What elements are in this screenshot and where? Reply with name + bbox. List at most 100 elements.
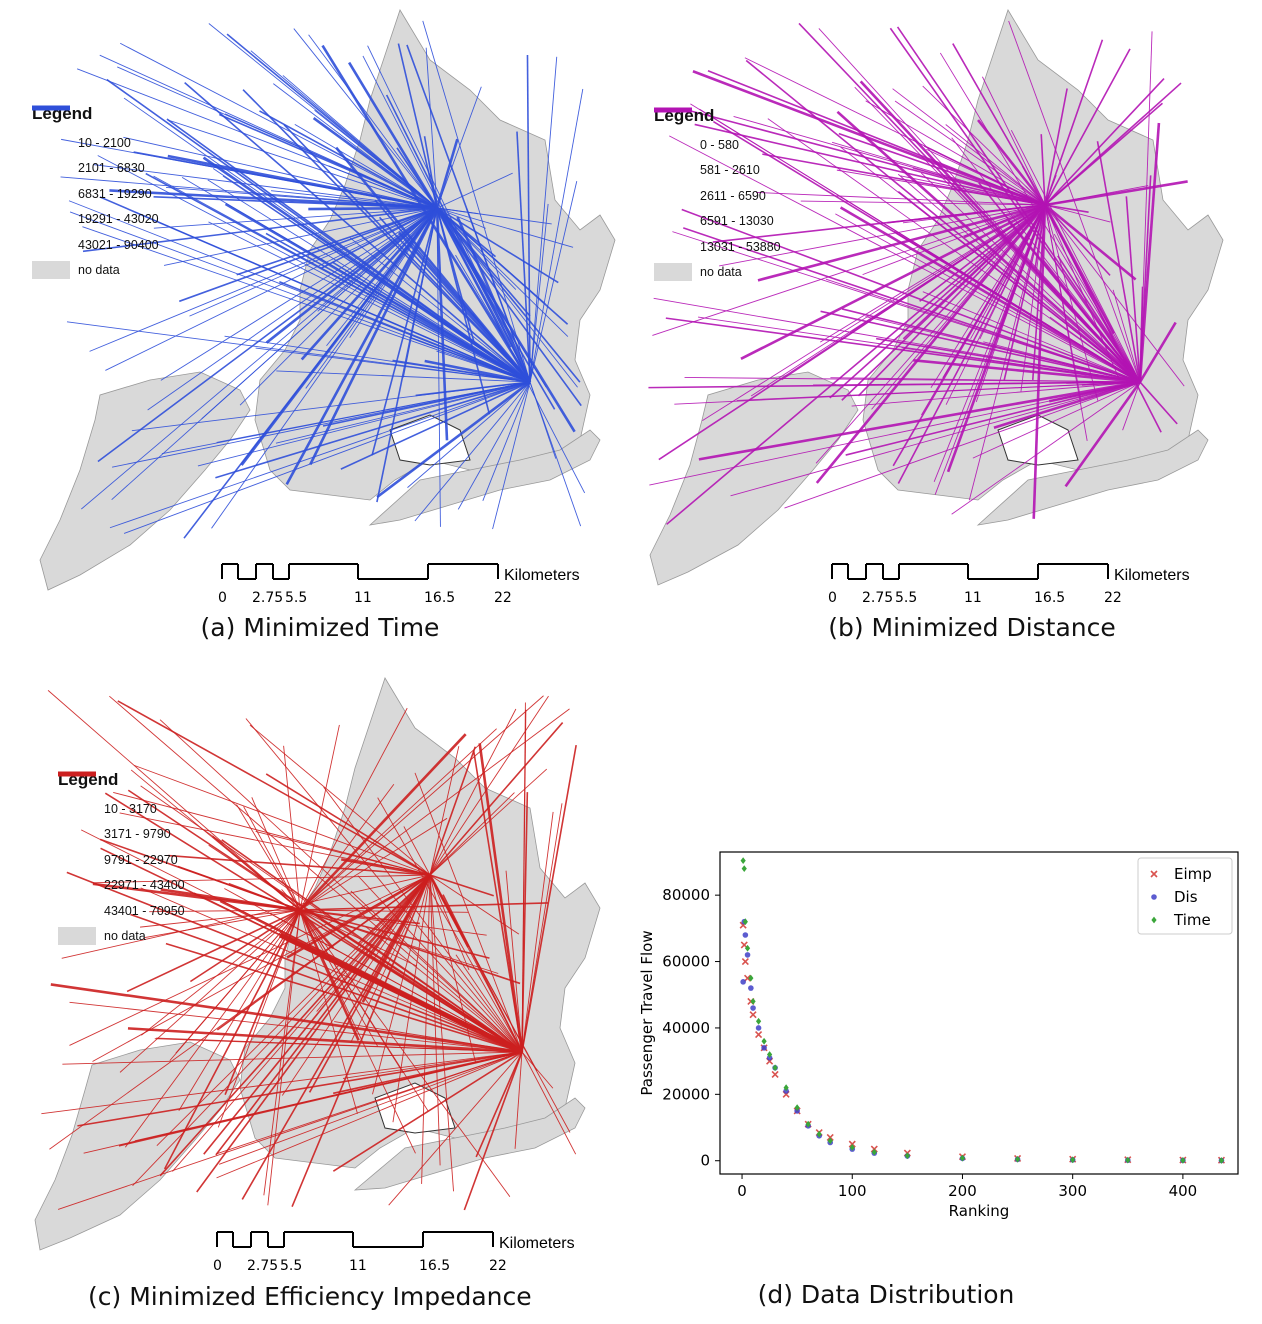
data-point (748, 974, 754, 982)
flow-line (436, 207, 556, 410)
flow-line (153, 175, 531, 383)
staten-island-shape (34, 1041, 241, 1251)
flow-line (241, 874, 431, 1200)
data-point (742, 918, 748, 926)
flow-line (271, 190, 438, 209)
flow-line (436, 207, 582, 407)
flow-line (436, 207, 547, 388)
staten-island-shape (39, 371, 251, 591)
flow-line (889, 27, 1141, 383)
data-point (755, 1031, 763, 1039)
flow-line (215, 381, 531, 479)
y-axis-label: Passenger Travel Flow (638, 930, 656, 1095)
flow-line (429, 722, 564, 876)
flow-line (321, 44, 532, 383)
legend-no-data: no data (32, 258, 159, 284)
flow-line (755, 191, 1046, 206)
flow-line (813, 381, 1141, 386)
flow-line (178, 207, 438, 303)
flow-line (831, 141, 1046, 206)
flow-line (267, 909, 301, 1206)
data-point (1151, 916, 1157, 924)
flow-line (436, 350, 531, 383)
scalebar-tick-label: 2.75 (252, 590, 283, 606)
no-data-swatch (58, 927, 96, 946)
flow-line (1008, 20, 1141, 383)
flow-line (66, 871, 523, 1053)
flow-line (323, 786, 523, 1053)
flow-line (1096, 141, 1141, 383)
flow-line (221, 839, 523, 1053)
data-point (761, 1037, 767, 1045)
scalebar-b: 0 2.75 5.5 11 16.5 22 Kilometers (828, 563, 1190, 606)
flow-line (202, 156, 531, 384)
flow-line (529, 203, 549, 383)
flow-line (299, 733, 467, 911)
flow-line (113, 791, 431, 876)
flow-line (422, 20, 531, 383)
flow-line (529, 88, 584, 383)
flow-line (159, 719, 523, 1053)
data-point (749, 1011, 757, 1019)
flow-line (457, 381, 531, 510)
flow-line (163, 909, 301, 1170)
flow-line (521, 744, 577, 1053)
x-tick-label: 400 (1169, 1182, 1198, 1200)
flow-line (719, 204, 1046, 267)
legend-class-label: 9791 - 22970 (104, 852, 178, 867)
scalebar-tick-label: 11 (349, 1258, 367, 1274)
flow-line (1044, 78, 1165, 206)
queens-south-shape (353, 1097, 586, 1191)
flow-line (407, 381, 531, 488)
flow-line (314, 109, 438, 209)
legend-a: Legend 10 - 2100 2101 - 6830 6831 - 19290 1… (32, 104, 159, 283)
flow-line (429, 874, 470, 971)
flow-line (299, 909, 416, 1154)
flow-line (841, 308, 1141, 383)
flow-line (762, 153, 1046, 206)
flow-line (243, 806, 301, 911)
flow-line (529, 381, 557, 459)
flow-line (514, 1051, 523, 1149)
flow-line (286, 873, 431, 959)
flow-line (839, 206, 1141, 384)
flow-line (1138, 321, 1177, 383)
scalebar-a: 0 2.75 5.5 11 16.5 22 Kilometers (218, 563, 580, 606)
flow-line (224, 202, 531, 384)
flow-line (140, 887, 523, 1053)
flow-line (784, 381, 1141, 509)
flow-line (1044, 180, 1188, 207)
flow-line (340, 858, 431, 877)
flow-line (1044, 204, 1185, 387)
data-point (1125, 1156, 1131, 1164)
caption-c: (c) Minimized Efficiency Impedance (88, 1282, 532, 1311)
flow-line (377, 797, 523, 1053)
flow-line (77, 1051, 523, 1127)
flow-line (681, 208, 1141, 383)
flow-line (894, 100, 1046, 206)
legend-class-label: 10 - 2100 (78, 135, 131, 150)
flow-line (857, 204, 1046, 397)
flow-line (189, 909, 301, 983)
scalebar-tick-label: 0 (218, 590, 227, 606)
flow-line (736, 381, 1141, 401)
legend-class-label: 43021 - 90400 (78, 237, 159, 252)
flow-line (340, 381, 531, 470)
legend-class-label: 6831 - 19290 (78, 186, 152, 201)
flow-line (1064, 381, 1142, 488)
scalebar-tick-label: 2.75 (247, 1258, 278, 1274)
legend-row: 10 - 2100 (32, 107, 159, 156)
flow-line (815, 204, 1046, 464)
flow-line (429, 768, 548, 876)
flow-line (165, 942, 523, 1053)
no-data-label: no data (78, 263, 120, 278)
flow-line (1139, 381, 1178, 425)
flow-line (972, 381, 1141, 459)
flow-line (215, 874, 431, 1156)
flow-line (177, 865, 301, 911)
legend-class-label: 19291 - 43020 (78, 212, 159, 227)
flow-line (76, 68, 438, 209)
flow-line (982, 76, 1046, 206)
legend-class-label: 0 - 580 (700, 137, 739, 152)
flow-line (429, 874, 494, 897)
